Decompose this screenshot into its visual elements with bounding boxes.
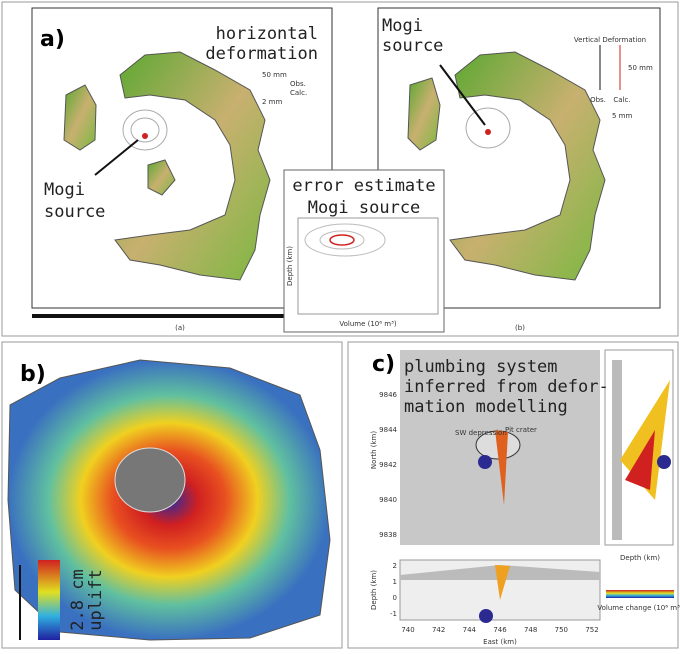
legend-entry: 50 mm — [628, 64, 653, 72]
depth-tick-label: 0 — [393, 594, 397, 602]
annotation: inferred from defor- — [404, 377, 609, 397]
axis-label: Depth (km) — [286, 246, 294, 286]
y-tick-label: 9846 — [379, 391, 397, 399]
annotation: Pit crater — [505, 426, 537, 434]
depth-tick-label: 2 — [393, 562, 397, 570]
left-map — [31, 7, 333, 318]
axis-label: Volume (10⁶ m³) — [339, 320, 397, 328]
legend-title: Volume change (10⁶ m³) — [597, 604, 680, 612]
caption: (a) — [175, 324, 185, 332]
ticks: 740 742 744 746 748 750 752 9846 9844 9842 9840 983… — [379, 391, 599, 634]
annotation: plumbing system — [404, 357, 558, 377]
annotation: horizontal — [216, 24, 318, 44]
x-tick-label: 742 — [432, 626, 445, 634]
x-tick-label: 744 — [463, 626, 477, 634]
x-tick-label: 752 — [585, 626, 598, 634]
depth-tick-label: -1 — [390, 610, 397, 618]
panel-label: c) — [372, 352, 395, 377]
legend-entry: 50 mm — [262, 71, 287, 79]
panel-label: b) — [20, 362, 46, 387]
color-scale — [38, 560, 60, 640]
y-tick-label: 9838 — [379, 531, 397, 539]
annotation: Mogi — [382, 16, 423, 36]
annotation: deformation — [205, 44, 318, 64]
caption: (b) — [515, 324, 525, 332]
x-tick-label: 750 — [555, 626, 568, 634]
x-tick-label: 740 — [401, 626, 414, 634]
inset-title: Mogi source — [308, 198, 421, 218]
legend-entry: 5 mm — [612, 112, 632, 120]
axis-label: Depth (km) — [370, 570, 378, 610]
legend-entry: 2 mm — [262, 98, 282, 106]
y-tick-label: 9840 — [379, 496, 397, 504]
axis-label: East (km) — [483, 638, 517, 646]
x-tick-label: 748 — [524, 626, 537, 634]
annotation: Mogi — [44, 180, 85, 200]
legend-entry: Calc. — [290, 89, 307, 97]
panel-label: a) — [40, 27, 65, 52]
annotation: source — [44, 202, 105, 222]
axis-label: North (km) — [370, 431, 378, 469]
annotation: SW depression — [455, 429, 507, 437]
depth-tick-label: 1 — [393, 578, 397, 586]
scale-value: 2.8 cm — [68, 569, 88, 630]
legend-title: Vertical Deformation — [574, 36, 646, 44]
scale-label: uplift — [86, 569, 106, 630]
y-tick-label: 9844 — [379, 426, 397, 434]
y-tick-label: 9842 — [379, 461, 397, 469]
annotation: source — [382, 36, 443, 56]
right-map — [377, 7, 661, 309]
x-tick-label: 746 — [493, 626, 507, 634]
annotation: mation modelling — [404, 397, 568, 417]
volume-colorbar — [606, 590, 674, 598]
legend-entry: Obs. — [590, 96, 606, 104]
legend-entry: Calc. — [613, 96, 630, 104]
legend-entry: Obs. — [290, 80, 306, 88]
inset-title: error estimate — [292, 176, 435, 196]
inset — [283, 169, 445, 333]
crater — [114, 447, 186, 513]
axis-label: Depth (km) — [620, 554, 660, 562]
